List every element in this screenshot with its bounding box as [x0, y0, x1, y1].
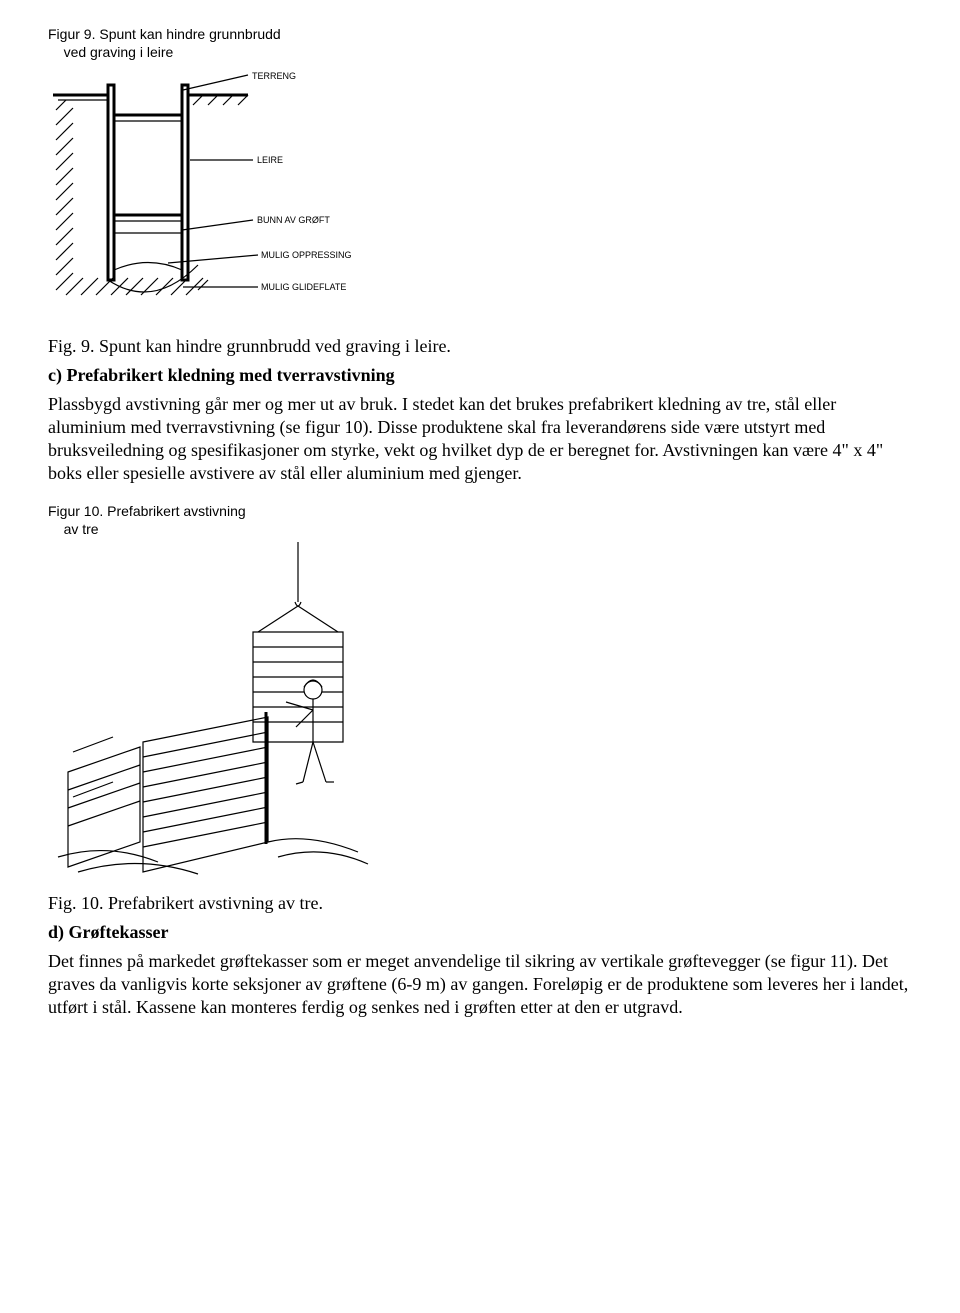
figure-10-block: Figur 10. Prefabrikert avstivning av tre [48, 503, 912, 882]
section-c-heading: c) Prefabrikert kledning med tverravstiv… [48, 364, 912, 387]
section-d-heading: d) Grøftekasser [48, 921, 912, 944]
label-leire: LEIRE [257, 155, 283, 165]
figure-10-caption: Fig. 10. Prefabrikert avstivning av tre. [48, 892, 912, 915]
figure-10-title-line2: av tre [64, 521, 99, 537]
label-glideflate: MULIG GLIDEFLATE [261, 282, 346, 292]
label-terreng: TERRENG [252, 71, 296, 81]
figure-9-title-line2: ved graving i leire [64, 44, 174, 60]
figure-9-title: Figur 9. Spunt kan hindre grunnbrudd ved… [48, 26, 912, 61]
figure-9-title-line1: Figur 9. Spunt kan hindre grunnbrudd [48, 26, 281, 42]
figure-9-caption: Fig. 9. Spunt kan hindre grunnbrudd ved … [48, 335, 912, 358]
figure-10-title-line1: Figur 10. Prefabrikert avstivning [48, 503, 246, 519]
section-c-body: Plassbygd avstivning går mer og mer ut a… [48, 393, 912, 485]
figure-9-diagram: TERRENG LEIRE BUNN AV GRØFT MULIG OPPRES… [48, 65, 378, 325]
figure-10-title: Figur 10. Prefabrikert avstivning av tre [48, 503, 912, 538]
figure-10-diagram [48, 542, 408, 882]
figure-9-block: Figur 9. Spunt kan hindre grunnbrudd ved… [48, 26, 912, 325]
section-d-body: Det finnes på markedet grøftekasser som … [48, 950, 912, 1019]
label-bunn: BUNN AV GRØFT [257, 215, 330, 225]
label-oppressing: MULIG OPPRESSING [261, 250, 352, 260]
document-page: Figur 9. Spunt kan hindre grunnbrudd ved… [0, 0, 960, 1065]
